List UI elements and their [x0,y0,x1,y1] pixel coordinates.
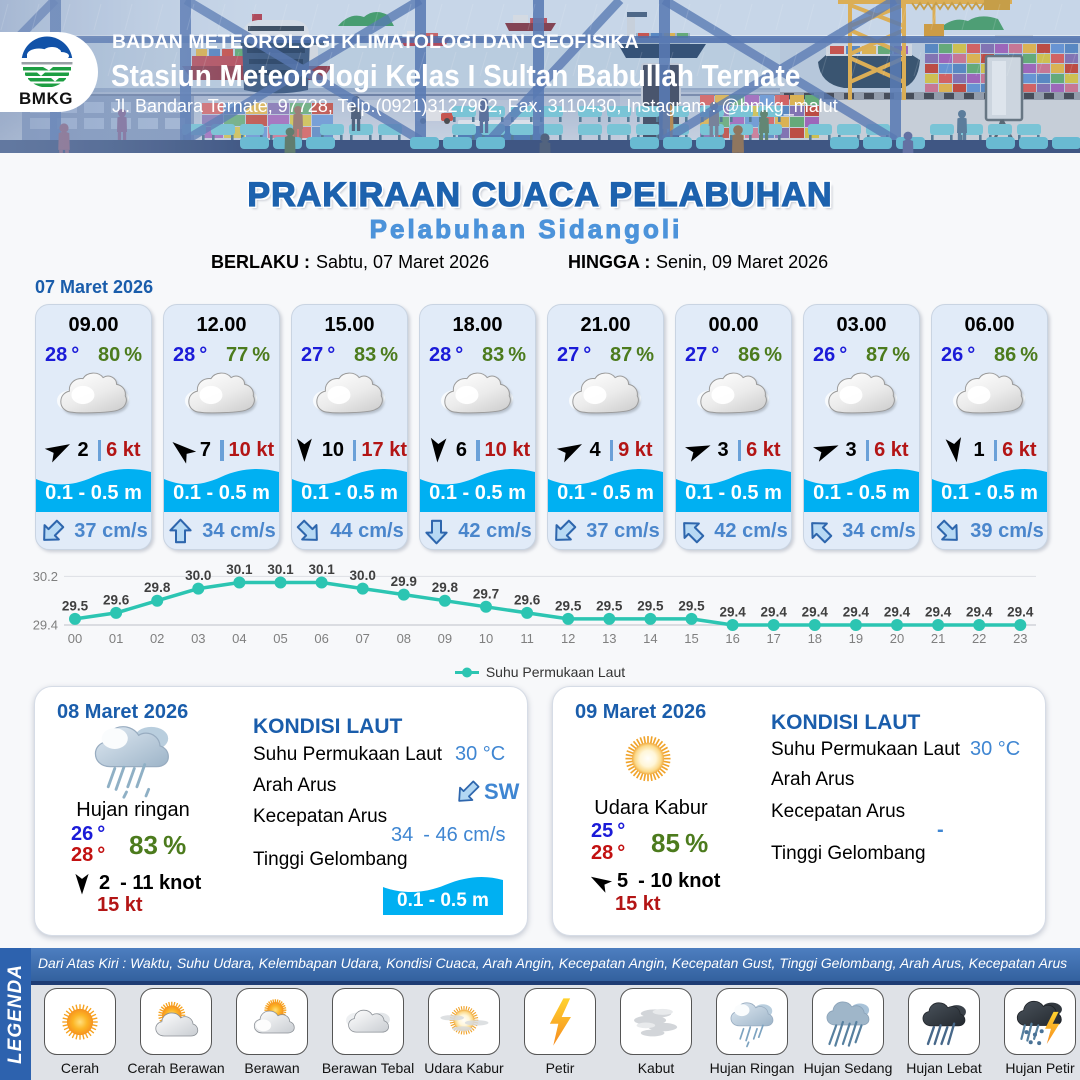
svg-text:29.8: 29.8 [144,580,171,595]
svg-text:09: 09 [438,631,452,646]
svg-text:29.4: 29.4 [761,605,788,620]
svg-text:18: 18 [808,631,822,646]
svg-text:06: 06 [314,631,328,646]
svg-text:30.0: 30.0 [350,568,376,583]
svg-text:29.4: 29.4 [802,605,829,620]
svg-text:29.6: 29.6 [103,592,130,607]
svg-text:29.4: 29.4 [925,605,952,620]
svg-text:13: 13 [602,631,616,646]
svg-text:05: 05 [273,631,287,646]
svg-text:29.5: 29.5 [62,598,89,613]
svg-text:08: 08 [397,631,411,646]
svg-text:29.8: 29.8 [432,580,459,595]
svg-text:29.5: 29.5 [596,598,623,613]
svg-text:29.4: 29.4 [884,605,911,620]
svg-text:21: 21 [931,631,945,646]
svg-text:01: 01 [109,631,123,646]
svg-text:30.1: 30.1 [226,562,253,577]
svg-text:29.5: 29.5 [555,598,582,613]
svg-text:11: 11 [520,631,534,646]
svg-text:29.6: 29.6 [514,592,541,607]
svg-text:15: 15 [684,631,698,646]
svg-text:29.4: 29.4 [843,605,870,620]
svg-text:17: 17 [766,631,780,646]
svg-text:29.4: 29.4 [1007,605,1034,620]
svg-text:29.5: 29.5 [678,598,705,613]
svg-text:30.2: 30.2 [33,569,58,584]
svg-text:29.5: 29.5 [637,598,664,613]
svg-text:14: 14 [643,631,657,646]
svg-text:04: 04 [232,631,246,646]
svg-text:10: 10 [479,631,493,646]
svg-text:22: 22 [972,631,986,646]
svg-text:19: 19 [849,631,863,646]
svg-text:30.1: 30.1 [267,562,294,577]
svg-text:03: 03 [191,631,205,646]
svg-text:07: 07 [355,631,369,646]
svg-text:29.7: 29.7 [473,586,499,601]
svg-text:29.4: 29.4 [33,618,58,633]
svg-text:20: 20 [890,631,904,646]
svg-text:30.1: 30.1 [308,562,335,577]
svg-text:29.4: 29.4 [966,605,993,620]
svg-text:29.4: 29.4 [719,605,746,620]
svg-text:30.0: 30.0 [185,568,211,583]
svg-text:02: 02 [150,631,164,646]
svg-text:16: 16 [725,631,739,646]
svg-text:00: 00 [68,631,82,646]
svg-text:12: 12 [561,631,575,646]
svg-text:23: 23 [1013,631,1027,646]
svg-text:29.9: 29.9 [391,574,417,589]
